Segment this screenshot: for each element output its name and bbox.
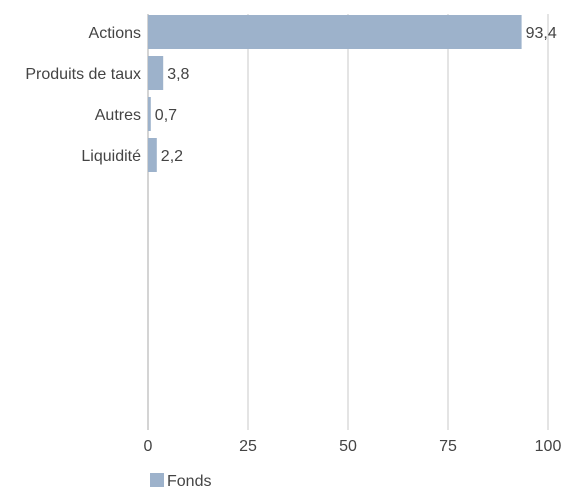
gridlines (147, 14, 549, 430)
value-label-autres: 0,7 (155, 107, 177, 124)
category-label-actions: Actions (89, 25, 141, 42)
value-label-liquidite: 2,2 (161, 148, 183, 165)
bar-actions (148, 15, 522, 49)
x-tick-label-100: 100 (535, 438, 562, 455)
legend-label-fonds: Fonds (167, 473, 211, 490)
bar-autres (148, 97, 151, 131)
x-axis-ticks: 0 25 50 75 100 (144, 438, 562, 455)
value-label-produits-de-taux: 3,8 (167, 66, 189, 83)
category-label-liquidite: Liquidité (81, 148, 141, 165)
value-labels: 93,4 3,8 0,7 2,2 (155, 25, 557, 165)
x-tick-label-75: 75 (439, 438, 457, 455)
bar-liquidite (148, 138, 157, 172)
bars (148, 15, 522, 172)
x-tick-label-50: 50 (339, 438, 357, 455)
x-tick-label-0: 0 (144, 438, 153, 455)
category-label-produits-de-taux: Produits de taux (25, 66, 141, 83)
bar-produits-de-taux (148, 56, 164, 90)
legend-swatch (150, 473, 164, 487)
value-label-actions: 93,4 (526, 25, 557, 42)
category-labels: Actions Produits de taux Autres Liquidité (25, 25, 141, 165)
x-tick-label-25: 25 (239, 438, 257, 455)
legend: Fonds (150, 473, 211, 490)
category-label-autres: Autres (95, 107, 141, 124)
